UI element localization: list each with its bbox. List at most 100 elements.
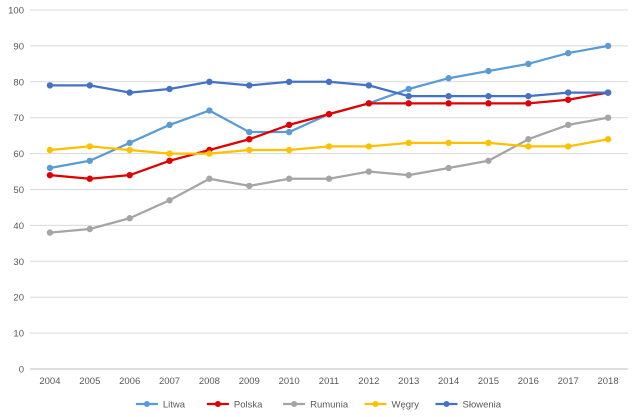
y-tick-label: 50 — [13, 185, 24, 196]
data-point — [166, 85, 173, 93]
data-point — [525, 136, 532, 143]
y-tick-label: 10 — [13, 329, 24, 340]
data-point — [565, 49, 572, 57]
data-point — [485, 157, 492, 164]
data-point — [565, 89, 572, 96]
data-point — [445, 139, 452, 147]
y-axis-ticks: 0 10 20 30 40 50 60 70 80 90 100 — [8, 6, 24, 376]
data-point — [525, 100, 532, 107]
x-tick-label: 2006 — [119, 376, 140, 387]
legend-item: Rumunia — [283, 400, 349, 411]
x-tick-label: 2015 — [478, 376, 499, 387]
data-point — [565, 96, 572, 103]
x-tick-label: 2013 — [398, 376, 419, 387]
data-point — [445, 100, 452, 107]
legend-label: Węgry — [392, 400, 420, 411]
legend-item: Litwa — [135, 400, 186, 411]
data-point — [126, 89, 133, 96]
x-tick-label: 2016 — [518, 376, 539, 387]
data-point — [46, 146, 54, 154]
data-point — [206, 107, 213, 114]
data-point — [126, 146, 133, 154]
data-point — [285, 121, 293, 129]
data-point — [405, 85, 412, 93]
data-point — [126, 171, 133, 179]
y-tick-label: 90 — [13, 41, 24, 52]
data-point — [246, 128, 253, 136]
legend-label: Słowenia — [463, 400, 502, 411]
legend-label: Rumunia — [310, 400, 349, 411]
series-3 — [46, 114, 612, 236]
series-line — [48, 116, 610, 234]
series-lines — [46, 42, 612, 236]
legend-swatch-marker — [214, 401, 221, 407]
data-point — [525, 143, 532, 150]
legend-swatch-marker — [143, 401, 150, 407]
data-point — [525, 92, 532, 100]
data-point — [405, 139, 412, 147]
data-point — [285, 78, 293, 86]
y-tick-label: 100 — [8, 6, 24, 17]
y-tick-label: 40 — [13, 221, 24, 232]
data-point — [445, 92, 452, 100]
x-tick-label: 2017 — [558, 376, 579, 387]
data-point — [166, 121, 173, 129]
data-point — [365, 100, 373, 107]
legend-item: Słowenia — [435, 400, 502, 411]
legend: Litwa Polska Rumunia Węgry Słowenia — [135, 400, 502, 411]
data-point — [485, 100, 492, 107]
data-point — [325, 143, 333, 150]
series-2 — [46, 89, 612, 182]
series-line — [48, 91, 610, 180]
data-point — [166, 150, 173, 157]
x-tick-label: 2012 — [358, 376, 379, 387]
y-tick-label: 80 — [13, 77, 24, 88]
x-tick-label: 2014 — [438, 376, 459, 387]
data-point — [325, 175, 333, 182]
data-point — [86, 143, 94, 150]
series-5 — [46, 78, 612, 100]
data-point — [325, 78, 333, 86]
data-point — [166, 157, 173, 164]
data-point — [46, 82, 54, 89]
series-4 — [46, 136, 612, 157]
data-point — [604, 114, 612, 121]
data-point — [485, 139, 492, 147]
x-tick-label: 2009 — [239, 376, 260, 387]
data-point — [365, 82, 373, 89]
y-tick-label: 20 — [13, 293, 24, 304]
data-point — [206, 78, 213, 86]
data-point — [126, 139, 133, 147]
data-point — [485, 92, 492, 100]
x-tick-label: 2004 — [39, 376, 60, 387]
data-point — [445, 164, 452, 172]
data-point — [365, 143, 373, 150]
data-point — [46, 171, 54, 179]
data-point — [246, 182, 253, 190]
data-point — [565, 143, 572, 150]
legend-item: Węgry — [364, 400, 420, 411]
data-point — [46, 164, 54, 172]
x-tick-label: 2010 — [279, 376, 300, 387]
data-point — [86, 175, 94, 182]
x-tick-label: 2011 — [319, 376, 339, 387]
data-point — [246, 82, 253, 89]
data-point — [86, 225, 94, 233]
y-tick-label: 60 — [13, 149, 24, 160]
legend-item: Polska — [206, 400, 263, 411]
data-point — [246, 136, 253, 143]
data-point — [325, 110, 333, 118]
data-point — [445, 75, 452, 82]
legend-swatch-marker — [443, 401, 450, 407]
data-point — [604, 89, 612, 96]
data-point — [405, 92, 412, 100]
x-axis-ticks: 2004 2005 2006 2007 2008 2009 2010 2011 2012 2013… — [39, 376, 618, 387]
legend-swatch-marker — [291, 401, 298, 407]
data-point — [206, 150, 213, 157]
data-point — [285, 146, 293, 154]
data-point — [365, 168, 373, 175]
data-point — [485, 67, 492, 75]
data-point — [206, 175, 213, 182]
